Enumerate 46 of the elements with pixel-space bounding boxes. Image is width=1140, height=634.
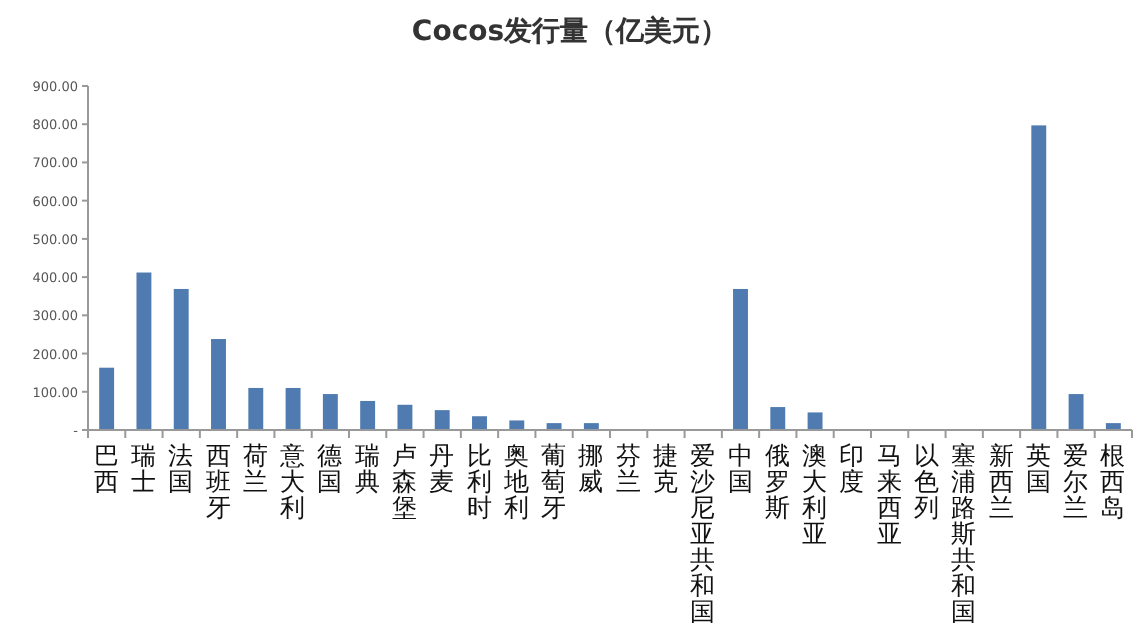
x-tick-label: 捷克 xyxy=(652,440,679,496)
x-tick-label: 法国 xyxy=(168,440,195,496)
x-tick-label: 比利时 xyxy=(466,440,493,522)
bar xyxy=(211,339,226,430)
x-tick-label: 瑞士 xyxy=(130,440,157,496)
bar xyxy=(472,416,487,430)
bar xyxy=(360,400,376,430)
bar xyxy=(285,387,301,430)
bar xyxy=(248,387,264,430)
x-tick-label: 葡萄牙 xyxy=(541,440,568,522)
x-tick-label: 俄罗斯 xyxy=(764,440,791,522)
x-tick-label: 挪威 xyxy=(578,440,605,496)
bar xyxy=(509,420,525,430)
bar xyxy=(1068,394,1084,430)
bar xyxy=(99,367,115,430)
x-tick-label: 荷兰 xyxy=(242,440,269,496)
x-tick-label: 根西岛 xyxy=(1100,440,1127,522)
bar xyxy=(322,394,338,430)
x-tick-label: 巴西 xyxy=(93,440,120,496)
bar xyxy=(434,410,450,430)
bar xyxy=(397,404,413,430)
bar xyxy=(173,288,189,430)
bar xyxy=(136,272,152,430)
x-tick-label: 新西兰 xyxy=(988,440,1015,522)
x-tick-label: 澳大利亚 xyxy=(802,440,829,548)
x-tick-label: 英国 xyxy=(1025,440,1052,496)
x-tick-label: 芬兰 xyxy=(615,440,642,496)
bar xyxy=(770,407,786,430)
x-tick-label: 瑞典 xyxy=(354,440,381,496)
x-tick-label: 以色列 xyxy=(913,440,940,522)
x-tick-label: 爱尔兰 xyxy=(1063,440,1090,522)
chart-title: Cocos发行量（亿美元） xyxy=(411,14,729,48)
bar xyxy=(1031,125,1047,430)
x-tick-label: 爱沙尼亚共和国 xyxy=(690,440,717,626)
x-tick-label: 德国 xyxy=(317,440,344,496)
x-tick-label: 卢森堡 xyxy=(391,440,418,522)
bar xyxy=(807,412,823,430)
x-tick-label: 中国 xyxy=(727,440,754,496)
x-tick-label: 马来西亚 xyxy=(876,440,903,548)
x-tick-label: 意大利 xyxy=(278,440,307,522)
x-tick-label: 丹麦 xyxy=(429,440,456,496)
bar xyxy=(733,288,748,430)
x-tick-label: 西班牙 xyxy=(205,440,232,522)
x-tick-label: 奥地利 xyxy=(501,440,530,522)
x-tick-label: 塞浦路斯共和国 xyxy=(951,440,978,626)
x-tick-label: 印度 xyxy=(839,440,866,496)
